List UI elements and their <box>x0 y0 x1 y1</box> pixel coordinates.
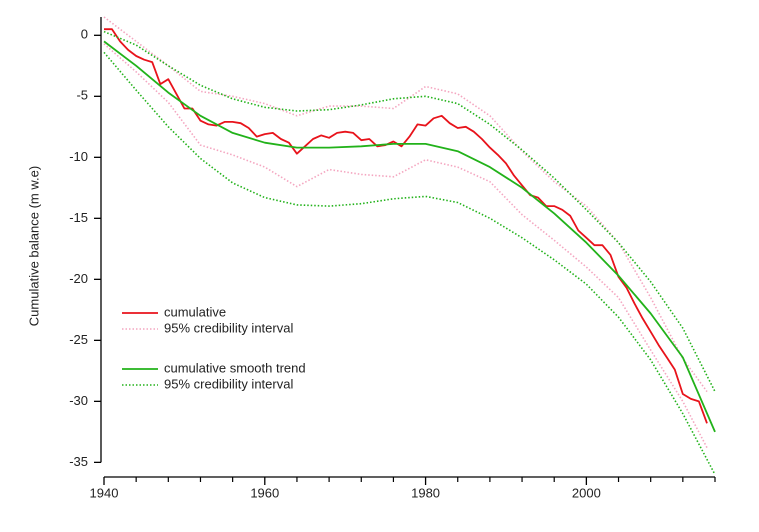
legend-label: cumulative smooth trend <box>164 360 306 375</box>
y-tick-label: -20 <box>69 271 88 286</box>
legend-label: cumulative <box>164 304 226 319</box>
y-tick-label: -35 <box>69 454 88 469</box>
series-line <box>104 32 715 392</box>
y-tick-label: -15 <box>69 210 88 225</box>
y-tick-label: -30 <box>69 393 88 408</box>
series-line <box>104 52 715 474</box>
x-tick-label: 1960 <box>250 485 279 500</box>
chart: Cumulative balance (m w.e) 0 -5 -10 -15 -20 -… <box>0 0 759 527</box>
y-tick-label: 0 <box>81 27 88 42</box>
y-tick-label: -10 <box>69 149 88 164</box>
y-axis-label: Cumulative balance (m w.e) <box>26 166 41 326</box>
x-tick-label: 2000 <box>572 485 601 500</box>
x-tick-label: 1980 <box>411 485 440 500</box>
x-tick-label: 1940 <box>90 485 119 500</box>
y-tick-label: -5 <box>76 88 88 103</box>
page: {"chart_data": {"type": "line", "y_label… <box>0 0 759 532</box>
legend-label: 95% credibility interval <box>164 320 293 335</box>
y-tick-label: -25 <box>69 332 88 347</box>
legend-label: 95% credibility interval <box>164 376 293 391</box>
